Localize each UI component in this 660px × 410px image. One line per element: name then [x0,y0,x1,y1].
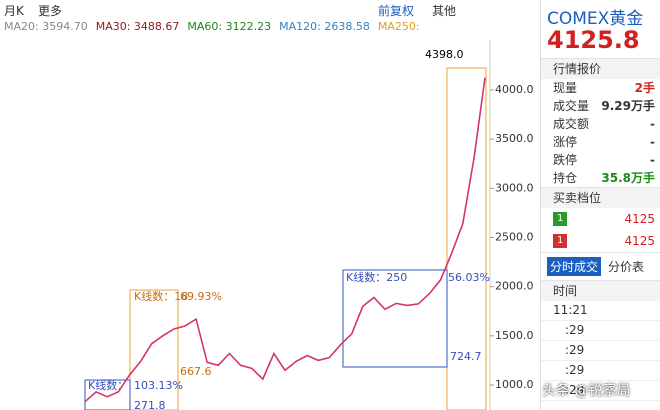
quote-value: - [650,117,655,131]
ma-legend: MA20: 3594.70 MA30: 3488.67 MA60: 3122.23 M… [0,20,544,40]
book-level: 1 [553,234,568,248]
annotation: 69.93% [180,290,222,303]
quote-row: 持仓 35.8万手 [541,169,660,187]
ma-label: MA30: 3488.67 [95,20,180,33]
tabs: 分时成交 分价表 [541,252,660,280]
y-tick-label: 2000.0 [495,280,534,293]
y-tick-label: 1500.0 [495,329,534,342]
quote-row: 成交量 9.29万手 [541,97,660,115]
annotation: K线数：18 [134,289,188,303]
trade-time: :29 [541,341,660,361]
trade-time: :29 [541,361,660,381]
trade-time: :29 [541,321,660,341]
range-box [342,269,448,368]
section-title: 时间 [541,280,660,301]
price-line [84,77,486,403]
section-title: 买卖档位 [541,187,660,208]
annotation: 667.6 [180,365,212,378]
quote-value: - [650,153,655,167]
book-row: 1 4125 [541,230,660,252]
tab[interactable]: 分价表 [608,260,645,274]
quote-value: 2手 [634,81,655,95]
quote-value: 35.8万手 [601,171,655,185]
annotation: K线数：250 [346,270,407,284]
toolbar: 月K 更多 前复权 其他 [0,0,540,20]
annotation: 4398.0 [425,48,464,61]
range-box [446,67,487,410]
y-tick-label: 3500.0 [495,132,534,145]
quote-value: - [650,135,655,149]
quote-label: 现量 [553,81,578,95]
quote-label: 持仓 [553,171,578,185]
trade-time: 11:21 [541,301,660,321]
range-box [129,289,179,410]
last-price: 4125.8 [547,26,640,54]
annotation: 724.7 [450,350,482,363]
annotation: 271.8 [134,399,166,410]
annotation: 56.03% [448,271,490,284]
y-tick-label: 1000.0 [495,378,534,391]
chart: 4398.0 K线数：250 56.03% 724.7 K线数：18 69.93… [84,40,534,410]
section-title: 行情报价 [541,58,660,79]
more[interactable]: 更多 [38,4,63,18]
quote-label: 成交量 [553,99,590,113]
quote-row: 现量 2手 [541,79,660,97]
range-box [84,379,131,410]
annotation: K线数： [88,378,128,392]
annotation: 103.13% [134,379,183,392]
book-level: 1 [553,212,568,226]
period[interactable]: 月K [4,4,24,18]
watermark: 头条 @锐察局 [542,383,631,399]
quote-row: 跌停 - [541,151,660,169]
y-tick-label: 3000.0 [495,181,534,194]
y-tick-label: 2500.0 [495,230,534,243]
quote-row: 成交额 - [541,115,660,133]
other[interactable]: 其他 [432,4,457,18]
y-tick-label: 4000.0 [495,83,534,96]
quote-value: 9.29万手 [601,99,655,113]
quote-label: 跌停 [553,153,578,167]
ma-label: MA20: 3594.70 [4,20,88,33]
book-price: 4125 [624,212,655,226]
instrument-name: COMEX黄金 [547,9,644,29]
trade-time: :29 [541,381,660,401]
tab[interactable]: 分时成交 [547,257,602,276]
quote-label: 成交额 [553,117,590,131]
book-row: 1 4125 [541,208,660,230]
ma-label: MA120: 2638.58 [279,20,370,33]
adjust[interactable]: 前复权 [378,4,415,18]
ma-label: MA250: [377,20,420,33]
ma-label: MA60: 3122.23 [187,20,272,33]
quote-row: 涨停 - [541,133,660,151]
quote-label: 涨停 [553,135,578,149]
book-price: 4125 [624,234,655,248]
quote-panel: COMEX黄金 4125.8 行情报价现量 2手成交量 9.29万手 成交额 - 涨停 - 跌停 -… [540,0,660,410]
